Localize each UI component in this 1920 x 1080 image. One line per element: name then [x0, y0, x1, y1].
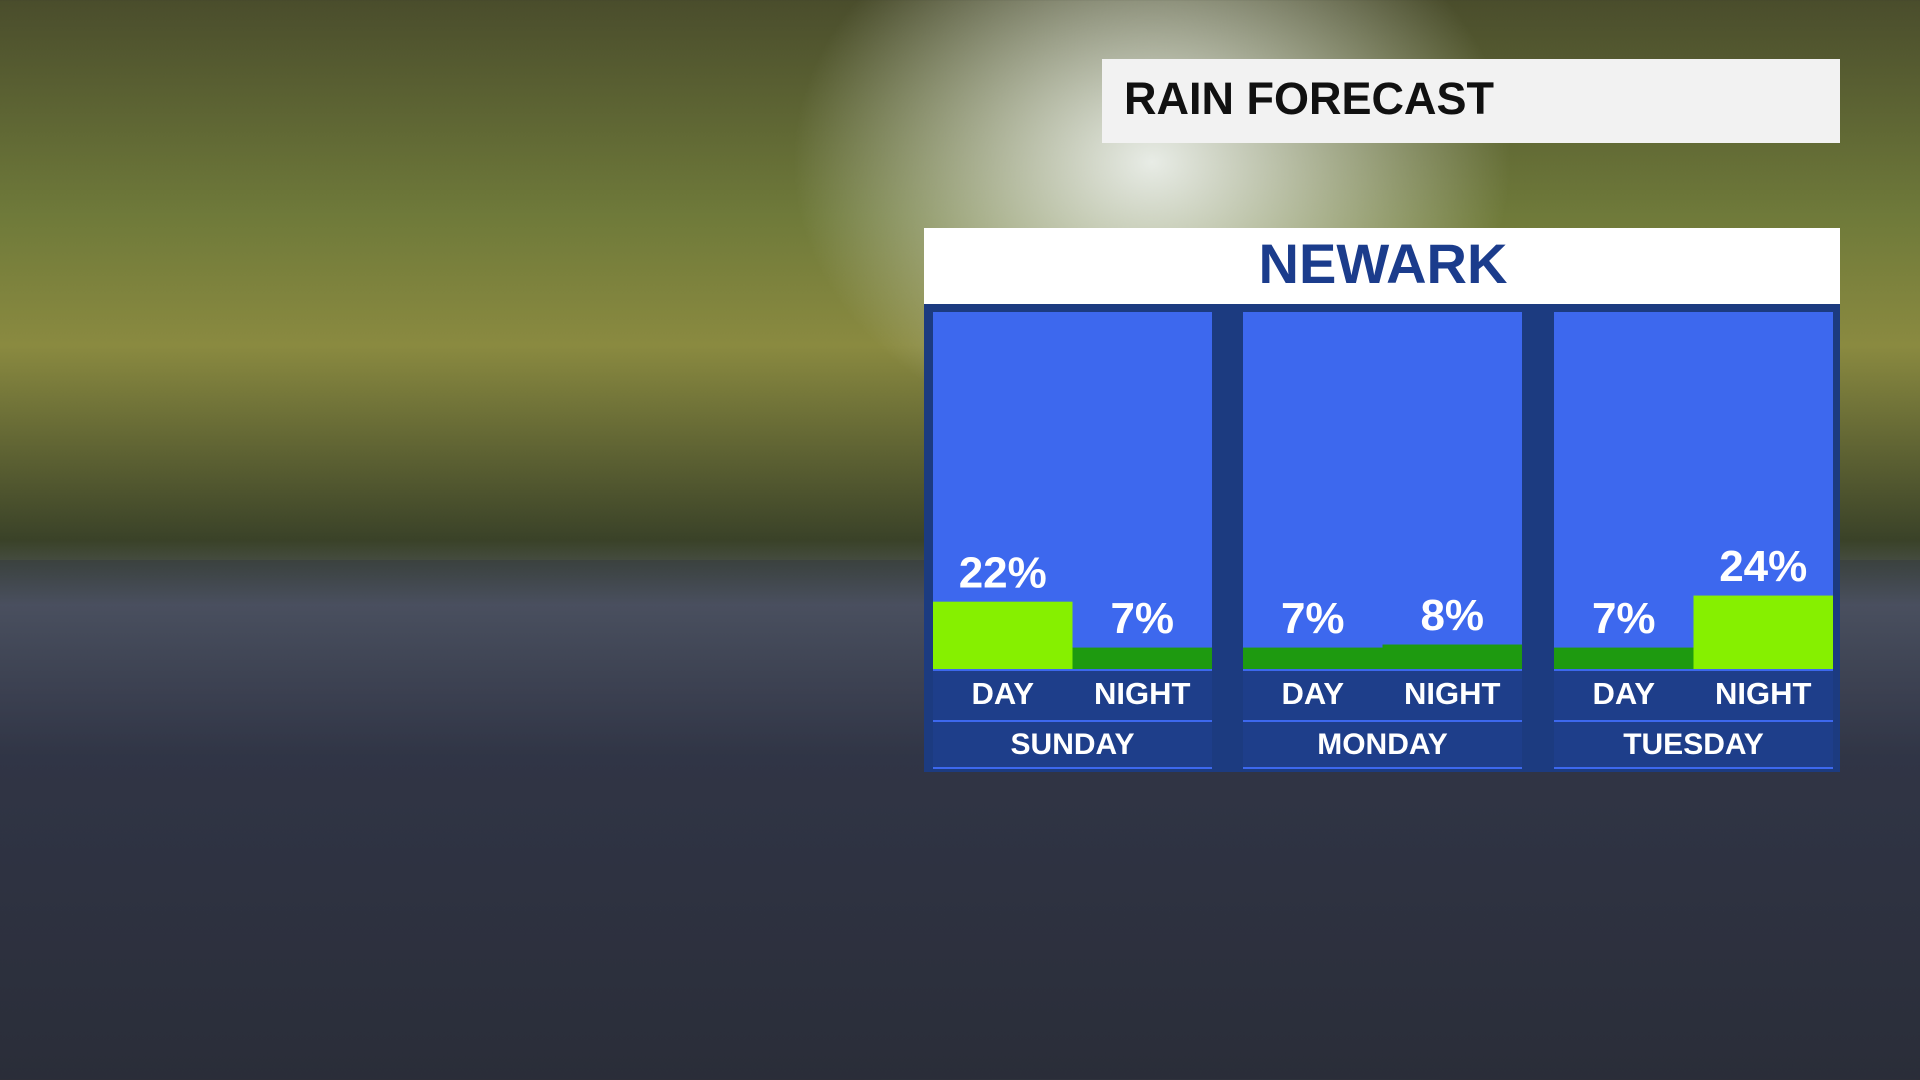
label-row	[933, 671, 1212, 720]
value-label: 7%	[1110, 594, 1174, 643]
bar	[1072, 647, 1212, 669]
value-label: 24%	[1719, 542, 1807, 591]
day-name: TUESDAY	[1623, 728, 1764, 761]
series-label: NIGHT	[1094, 676, 1191, 711]
day-row	[1243, 722, 1522, 767]
day-name: MONDAY	[1317, 728, 1448, 761]
subtitle-box	[924, 228, 1840, 304]
series-label: NIGHT	[1715, 676, 1812, 711]
chart-title: RAIN FORECAST	[1124, 73, 1494, 124]
subtitle: NEWARK	[1259, 232, 1508, 295]
series-label: NIGHT	[1404, 676, 1501, 711]
series-label: DAY	[1281, 676, 1344, 711]
label-row	[1554, 671, 1833, 720]
series-label: DAY	[971, 676, 1034, 711]
bar	[1382, 644, 1522, 669]
day-name: SUNDAY	[1011, 728, 1135, 761]
bar	[1554, 647, 1694, 669]
day-row	[933, 722, 1212, 767]
series-label: DAY	[1592, 676, 1655, 711]
label-row	[1243, 671, 1522, 720]
bar	[933, 601, 1073, 669]
day-row	[1554, 722, 1833, 767]
bar	[1243, 647, 1383, 669]
value-label: 7%	[1281, 594, 1345, 643]
title-box	[1102, 59, 1840, 143]
value-label: 8%	[1420, 591, 1484, 640]
value-label: 7%	[1592, 594, 1656, 643]
value-label: 22%	[959, 548, 1047, 597]
bar	[1693, 595, 1833, 669]
